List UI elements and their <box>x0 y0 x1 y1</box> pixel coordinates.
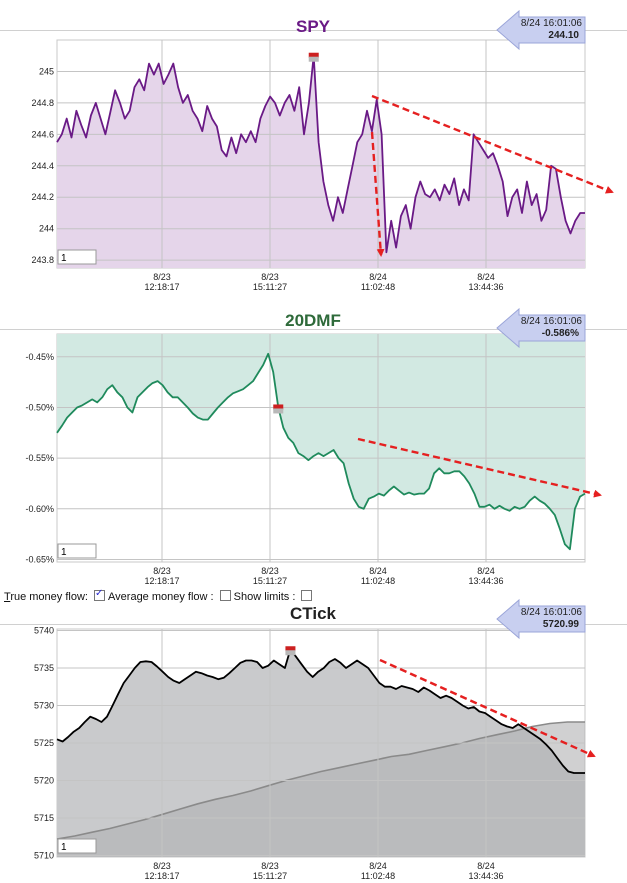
y-tick-label: 244.4 <box>31 161 54 171</box>
chart-title: SPY <box>296 17 331 36</box>
y-tick-label: 5725 <box>34 738 54 748</box>
series-line <box>56 352 586 551</box>
x-tick-time: 15:11:27 <box>253 282 287 292</box>
chart-value-input[interactable] <box>57 249 97 265</box>
callout-timestamp: 8/24 16:01:06 <box>521 18 583 29</box>
y-tick-label: 244 <box>39 224 54 234</box>
average-money-flow-label: Average money flow : <box>108 591 214 603</box>
x-tick-time: 12:18:17 <box>144 282 179 292</box>
series-area-fill <box>57 334 585 550</box>
chart-title: 20DMF <box>285 311 341 330</box>
x-tick-date: 8/23 <box>261 861 279 871</box>
x-tick-date: 8/24 <box>369 566 387 576</box>
series-line <box>56 54 585 254</box>
trend-arrow <box>370 131 385 257</box>
true-money-flow-label: True money flow: <box>4 591 88 603</box>
chart-title: CTick <box>290 604 337 623</box>
y-tick-label: 5730 <box>34 701 54 711</box>
y-tick-label: -0.60% <box>25 504 54 514</box>
series-line <box>56 648 585 774</box>
trend-arrow <box>379 658 596 758</box>
y-tick-label: 5740 <box>34 626 54 636</box>
y-tick-label: -0.50% <box>25 402 54 412</box>
day-marker-base <box>308 56 319 62</box>
x-tick-date: 8/23 <box>261 566 279 576</box>
x-tick-time: 12:18:17 <box>144 576 179 586</box>
chart-value-input[interactable] <box>57 543 97 559</box>
panel-separator <box>0 329 627 330</box>
callout-timestamp: 8/24 16:01:06 <box>521 607 583 618</box>
day-marker-flag <box>285 646 296 652</box>
day-marker-base <box>273 408 284 414</box>
chart-value-input-text: 1 <box>61 842 67 853</box>
last-value-callout-arrow <box>496 307 586 349</box>
show-limits-checkbox[interactable] <box>219 590 231 601</box>
x-tick-time: 11:02:48 <box>361 576 395 586</box>
y-tick-label: 244.8 <box>31 98 54 108</box>
x-tick-date: 8/23 <box>153 566 171 576</box>
y-tick-label: 5715 <box>34 813 54 823</box>
x-tick-date: 8/23 <box>153 861 171 871</box>
chart-panel-1: -0.45%-0.50%-0.55%-0.60%-0.65%8/2312:18:… <box>0 307 627 586</box>
y-tick-label: -0.65% <box>25 554 54 564</box>
day-marker-base <box>285 650 296 656</box>
average-money-flow-checkbox[interactable] <box>94 588 106 601</box>
x-tick-date: 8/24 <box>477 861 495 871</box>
day-marker-flag <box>273 404 284 410</box>
trend-arrow <box>357 437 602 498</box>
y-tick-label: -0.45% <box>25 352 54 362</box>
x-tick-time: 11:02:48 <box>361 871 395 881</box>
y-tick-label: 243.8 <box>31 255 54 265</box>
x-tick-time: 13:44:36 <box>468 576 503 586</box>
panel-separator <box>0 624 627 625</box>
day-marker-flag <box>308 52 319 58</box>
x-tick-date: 8/24 <box>477 566 495 576</box>
x-tick-date: 8/24 <box>369 272 387 282</box>
x-tick-time: 15:11:27 <box>253 871 287 881</box>
show-limits-label: Show limits : <box>233 591 296 603</box>
panel-separator <box>0 30 627 31</box>
last-value-callout-arrow <box>496 9 586 51</box>
y-tick-label: 244.2 <box>31 192 54 202</box>
average-area-fill <box>57 722 585 857</box>
average-money-flow-line <box>56 721 585 840</box>
y-tick-label: 5735 <box>34 663 54 673</box>
callout-value: -0.586% <box>542 328 579 339</box>
x-tick-date: 8/24 <box>477 272 495 282</box>
chart-panel-0: 243.8244244.2244.4244.6244.82458/2312:18… <box>0 9 627 292</box>
x-tick-time: 13:44:36 <box>468 871 503 881</box>
last-value-callout-arrow <box>496 598 586 640</box>
chart-value-input[interactable] <box>57 838 97 854</box>
y-tick-label: 5710 <box>34 851 54 861</box>
x-tick-time: 15:11:27 <box>253 576 287 586</box>
callout-value: 244.10 <box>548 30 579 41</box>
chart-value-input-text: 1 <box>61 253 67 264</box>
callout-timestamp: 8/24 16:01:06 <box>521 316 583 327</box>
x-tick-time: 13:44:36 <box>468 282 503 292</box>
chart-panel-2: 57105715572057255730573557408/2312:18:17… <box>0 598 627 881</box>
extra-checkbox[interactable] <box>301 590 313 601</box>
y-tick-label: -0.55% <box>25 453 54 463</box>
x-tick-time: 11:02:48 <box>361 282 395 292</box>
x-tick-date: 8/23 <box>153 272 171 282</box>
x-tick-date: 8/24 <box>369 861 387 871</box>
x-tick-time: 12:18:17 <box>144 871 179 881</box>
y-tick-label: 245 <box>39 66 54 76</box>
chart-value-input-text: 1 <box>61 547 67 558</box>
x-tick-date: 8/23 <box>261 272 279 282</box>
trend-arrow <box>371 94 614 194</box>
y-tick-label: 244.6 <box>31 129 54 139</box>
y-tick-label: 5720 <box>34 776 54 786</box>
callout-value: 5720.99 <box>543 619 580 630</box>
money-flow-controls: True money flow: Average money flow : Sh… <box>4 588 315 606</box>
